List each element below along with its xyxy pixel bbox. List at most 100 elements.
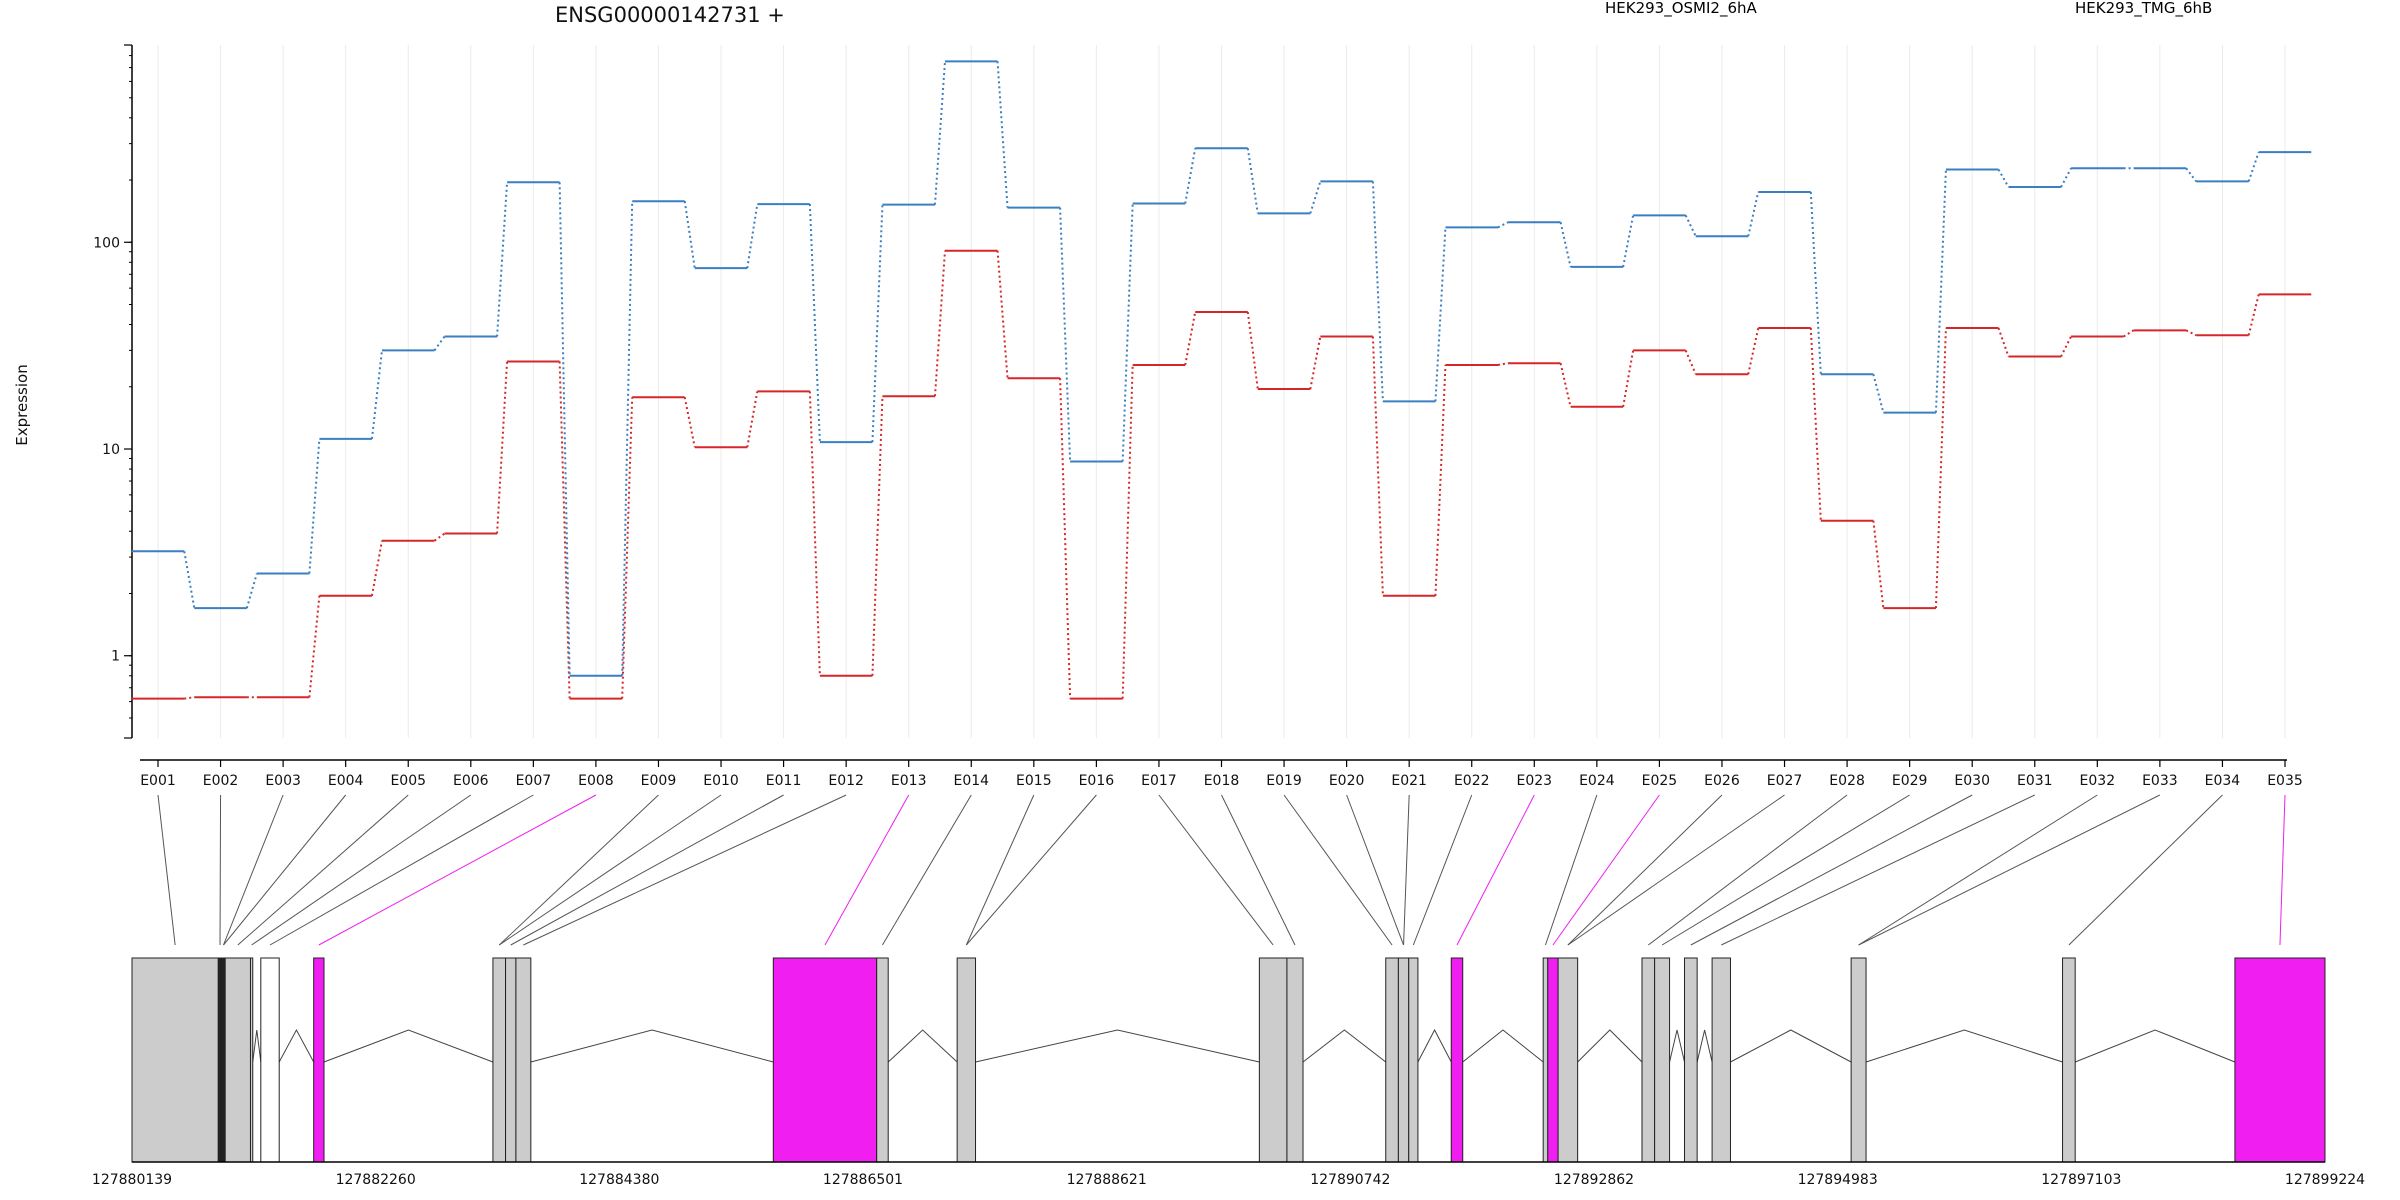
- series-joint: [1246, 311, 1259, 390]
- exon-box-e002: [217, 957, 223, 1163]
- exon-box-e029: [2234, 957, 2326, 1163]
- y-tick-label: 10: [102, 442, 120, 458]
- exon-box-e017: [1397, 957, 1410, 1163]
- exon-box-e026: [1711, 957, 1731, 1163]
- exon-box-e001: [131, 957, 219, 1163]
- genomic-axis: 127880139 127882260 127884380 127886501 1278…: [92, 1161, 2365, 1188]
- x-tick-label-e033: E033: [2142, 773, 2178, 789]
- exon-box-e013: [956, 957, 977, 1163]
- series-joint: [996, 61, 1009, 208]
- y-axis-label: Expression: [13, 364, 31, 445]
- x-tick-label-e015: E015: [1016, 773, 1052, 789]
- series-joint: [183, 551, 196, 609]
- exon-box-e018: [1408, 957, 1419, 1163]
- genomic-tick-label: 127882260: [336, 1172, 416, 1188]
- exon-box-e023: [1641, 957, 1656, 1163]
- connector-e023: [1456, 794, 1535, 946]
- x-tick-label-e004: E004: [328, 773, 364, 789]
- x-tick-label-e027: E027: [1767, 773, 1803, 789]
- series-joint: [370, 540, 383, 596]
- series-joint: [1309, 336, 1322, 390]
- series-joint: [1872, 520, 1885, 609]
- x-tick-label-e031: E031: [2017, 773, 2053, 789]
- connector-e003: [223, 794, 284, 946]
- exon-box-e004: [224, 957, 251, 1163]
- x-tick-label-e013: E013: [891, 773, 927, 789]
- series-joint: [2060, 336, 2072, 358]
- series-joint: [370, 350, 383, 439]
- exon-box-e003: [221, 957, 226, 1163]
- x-tick-label-e009: E009: [641, 773, 677, 789]
- x-tick-label-e014: E014: [953, 773, 989, 789]
- series-joint: [1497, 362, 1509, 366]
- legend-series-b: HEK293_TMG_6hB: [2075, 0, 2212, 18]
- x-tick-label-e035: E035: [2267, 773, 2303, 789]
- exon-box-e016: [1385, 957, 1399, 1163]
- connector-e001: [157, 794, 176, 946]
- genomic-tick-label: 127888621: [1067, 1172, 1147, 1188]
- genomic-tick-label: 127890742: [1310, 1172, 1390, 1188]
- series-joint: [1622, 350, 1635, 407]
- intron-chevron: [1577, 1029, 1643, 1063]
- intron-chevron: [1865, 1029, 2063, 1063]
- series-joint: [1997, 327, 2010, 357]
- legend-series-a: HEK293_OSMI2_6hA: [1605, 0, 1758, 18]
- exon-box-e024: [1654, 957, 1671, 1163]
- intron-chevron: [1730, 1029, 1852, 1063]
- x-tick-label-e022: E022: [1454, 773, 1490, 789]
- grid-lines: [157, 45, 2286, 738]
- series-joint: [1747, 191, 1760, 237]
- intron-chevron: [2075, 1029, 2236, 1063]
- series-joint: [1559, 222, 1572, 268]
- series-joint: [933, 61, 946, 205]
- x-tick-label-e029: E029: [1892, 773, 1928, 789]
- connector-e012: [523, 794, 847, 946]
- intron-chevron: [1696, 1029, 1713, 1063]
- connector-e004: [223, 794, 347, 946]
- exon-connectors: [157, 794, 2286, 946]
- x-tick-label-e032: E032: [2080, 773, 2116, 789]
- series-joint: [621, 397, 634, 699]
- x-tick-label-e023: E023: [1517, 773, 1553, 789]
- series-joint: [871, 204, 884, 443]
- intron-chevron: [252, 1029, 262, 1063]
- x-tick-label-e016: E016: [1079, 773, 1115, 789]
- series-joint: [496, 182, 509, 337]
- series-joint: [1559, 362, 1572, 408]
- x-tick-label-e001: E001: [140, 773, 176, 789]
- connector-e002: [219, 794, 222, 946]
- y-tick-label: 100: [93, 235, 120, 251]
- x-tick-label-e020: E020: [1329, 773, 1365, 789]
- exon-box-e011: [772, 957, 878, 1163]
- series-joint: [1997, 168, 2010, 188]
- exon-box-e020: [1542, 957, 1549, 1163]
- x-tick-label-e008: E008: [578, 773, 614, 789]
- series-joint: [433, 532, 446, 542]
- series-joint: [308, 438, 321, 574]
- connector-e014: [882, 794, 972, 946]
- x-tick-label-e026: E026: [1704, 773, 1740, 789]
- series-joint: [996, 250, 1009, 379]
- genomic-tick-label: 127899224: [2285, 1172, 2365, 1188]
- chart-title: ENSG00000142731 +: [555, 3, 785, 27]
- x-tick-label-e007: E007: [516, 773, 552, 789]
- series-joint: [871, 396, 884, 676]
- series-b: [131, 60, 2312, 677]
- y-axis: 1 10 100: [93, 44, 133, 739]
- x-tick-label-e010: E010: [703, 773, 739, 789]
- series-joint: [1622, 215, 1635, 268]
- x-tick-label-e030: E030: [1954, 773, 1990, 789]
- x-tick-label-e019: E019: [1266, 773, 1302, 789]
- series-joint: [1121, 203, 1134, 462]
- connector-e011: [510, 794, 784, 946]
- y-tick-label: 1: [111, 649, 120, 665]
- connector-e029: [1661, 794, 1910, 946]
- series-joint: [1059, 207, 1072, 462]
- x-tick-label-e006: E006: [453, 773, 489, 789]
- intron-chevron: [530, 1029, 774, 1063]
- connector-e020: [1346, 794, 1405, 946]
- series-joint: [2247, 151, 2260, 182]
- series-joint: [1121, 364, 1134, 699]
- connector-e008: [318, 794, 597, 946]
